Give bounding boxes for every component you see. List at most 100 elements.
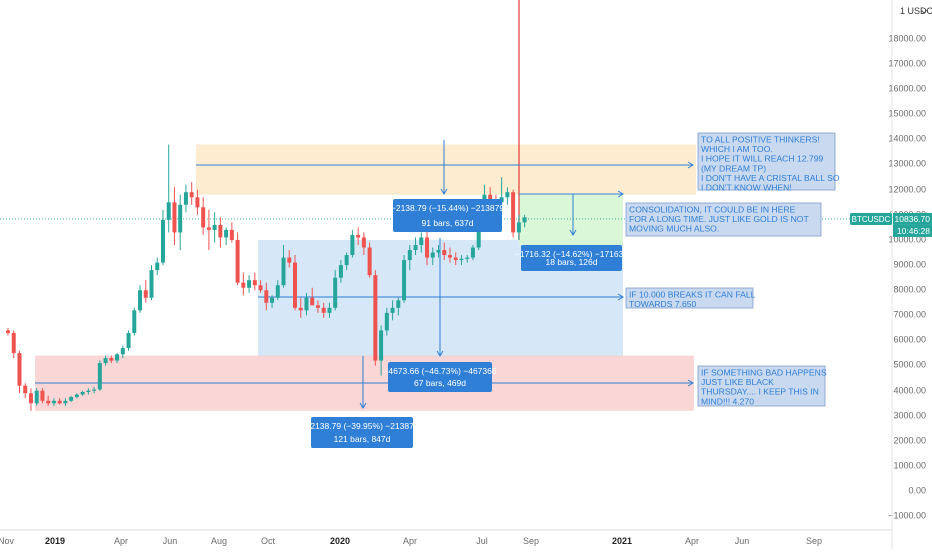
candle (361, 232, 366, 256)
candle-body (46, 400, 51, 404)
note-text-line: I DON'T KNOW WHEN! (701, 183, 792, 193)
candle-body (34, 390, 39, 404)
currency-label: 1 USDC (900, 6, 932, 16)
candles-layer (6, 144, 527, 411)
candle (442, 242, 447, 261)
candle-body (63, 400, 68, 404)
candle (264, 282, 269, 311)
candle (149, 265, 154, 301)
candle-body (149, 270, 154, 298)
candle-body (229, 229, 234, 240)
candle (327, 302, 332, 318)
candle-body (206, 227, 211, 230)
candle (126, 330, 131, 351)
candle (436, 244, 441, 258)
candle (235, 232, 240, 286)
candle-body (155, 262, 160, 271)
candle-body (28, 393, 33, 404)
candle (453, 252, 458, 266)
candle-body (143, 290, 148, 298)
candle-body (425, 237, 430, 258)
red-zone-drop-arrow-head (359, 402, 367, 409)
candle (470, 244, 475, 261)
candle-body (178, 204, 183, 233)
x-tick-label: Nov (0, 536, 14, 546)
candle (419, 232, 424, 253)
candle-body (356, 234, 361, 238)
candle-body (499, 197, 504, 203)
candle-body (338, 265, 343, 278)
candle-body (258, 285, 263, 291)
candle (178, 194, 183, 251)
candle (304, 292, 309, 316)
y-tick-label: 16000.00 (888, 84, 926, 94)
candle (315, 300, 320, 313)
candle (172, 187, 177, 245)
x-tick-label: Oct (261, 536, 276, 546)
note-text-line: MOVING MUCH ALSO. (629, 224, 719, 234)
candle (402, 255, 407, 303)
candle (97, 360, 102, 391)
candle (356, 227, 361, 245)
candle-body (57, 400, 62, 404)
candle (425, 229, 430, 266)
green-zone-drop-arrow-head (569, 229, 577, 236)
candle (413, 237, 418, 256)
candle (74, 393, 79, 399)
candle (166, 144, 171, 233)
candle (407, 244, 412, 271)
x-tick-label: Aug (211, 536, 227, 546)
countdown-tag: 10:46:28 (893, 224, 932, 237)
candle (115, 353, 120, 364)
x-tick-label: Apr (685, 536, 699, 546)
candle-body (453, 257, 458, 261)
candle (373, 270, 378, 366)
green-zone-top-arrow-head (617, 190, 624, 198)
candle-body (17, 353, 22, 386)
measurement-label: −2138.79 (−39.95%) −213879 121 bars, 847d (305, 417, 419, 448)
candle (287, 250, 292, 268)
candle-body (212, 224, 217, 230)
candle-body (235, 239, 240, 283)
candle (6, 327, 10, 336)
y-tick-label: 17000.00 (888, 59, 926, 69)
orange-zone-drop-arrow-head (440, 188, 448, 195)
candle (212, 212, 217, 243)
y-tick-label: 0.00 (908, 486, 926, 496)
candle-body (183, 192, 188, 205)
candle (206, 209, 211, 251)
candle-body (396, 300, 401, 308)
last-price-tag-bg (893, 212, 932, 225)
candle-body (447, 255, 452, 258)
candle (69, 395, 74, 403)
candle-body (126, 332, 131, 349)
y-tick-label: 8000.00 (893, 285, 926, 295)
candle (28, 388, 33, 411)
candle (57, 398, 62, 405)
candle-body (367, 247, 372, 276)
measurement-label: −4673.66 (−46.73%) −467366 67 bars, 469d (383, 362, 497, 392)
note-box-bg (625, 287, 754, 309)
candle (138, 285, 143, 313)
candle (63, 398, 68, 406)
x-tick-label: Sep (523, 536, 539, 546)
candle (293, 255, 297, 311)
x-tick-label: 2021 (612, 536, 632, 546)
candle (46, 395, 51, 406)
candle-body (218, 224, 223, 238)
x-tick-label: Apr (114, 536, 128, 546)
candle (201, 197, 206, 235)
candle-body (522, 217, 527, 223)
y-tick-label: 5000.00 (893, 360, 926, 370)
y-tick-label: 4000.00 (893, 386, 926, 396)
candle (511, 189, 516, 238)
orange-zone-arrow-head (687, 161, 694, 169)
measurement-label-box (388, 362, 492, 392)
candle-body (115, 354, 120, 361)
candle (384, 307, 389, 336)
